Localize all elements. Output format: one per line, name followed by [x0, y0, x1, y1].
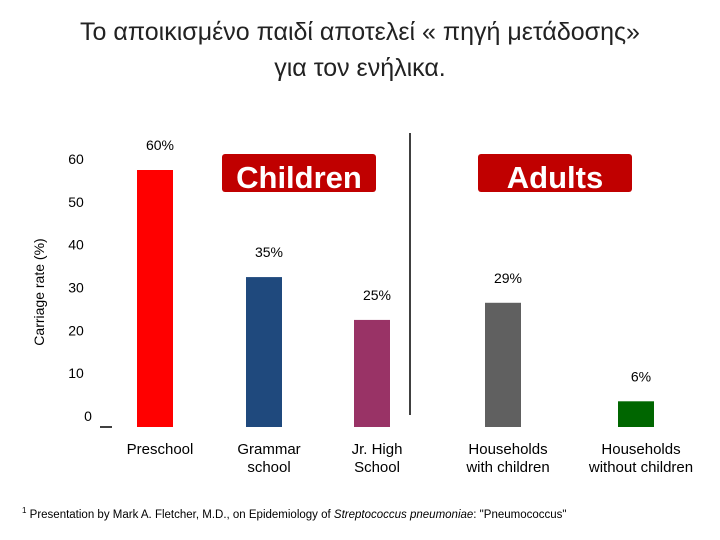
- adults-banner-background: [478, 154, 632, 192]
- y-tick-label: 50: [68, 194, 84, 210]
- data-label: 6%: [631, 368, 651, 384]
- bar: [137, 170, 173, 427]
- title-line-1: Το αποικισμένο παιδί αποτελεί « πηγή μετ…: [80, 18, 640, 46]
- data-label: 25%: [363, 287, 391, 303]
- children-banner-label: Children: [236, 160, 362, 195]
- bar: [618, 401, 654, 427]
- x-tick-label: with children: [465, 459, 549, 476]
- y-axis-ticks: 0 10 20 30 40 50 60: [68, 151, 92, 424]
- x-tick-label: School: [354, 459, 400, 476]
- y-tick-label: 60: [68, 151, 84, 167]
- children-banner: Children: [222, 154, 376, 195]
- bar: [354, 319, 390, 427]
- data-label: 29%: [494, 270, 522, 286]
- data-label: 60%: [146, 137, 174, 153]
- adults-banner: Adults: [478, 154, 632, 195]
- title-line-2: για τον ενήλικα.: [274, 54, 446, 82]
- x-tick-label: Grammar: [237, 441, 300, 458]
- bar: [246, 277, 282, 427]
- data-labels: 60% 35% 25% 29% 6%: [146, 137, 651, 384]
- footnote-prefix: Presentation by Mark A. Fletcher, M.D., …: [29, 508, 334, 521]
- children-banner-background: [222, 154, 376, 192]
- x-tick-label: Jr. High: [352, 441, 403, 458]
- data-label: 35%: [255, 244, 283, 260]
- footnote: 1 Presentation by Mark A. Fletcher, M.D.…: [22, 506, 566, 521]
- y-tick-label: 10: [68, 365, 84, 381]
- bar: [485, 302, 521, 427]
- y-tick-label: 40: [68, 237, 84, 253]
- footnote-italic: Streptococcus pneumoniae: [333, 508, 474, 521]
- page-title: Το αποικισμένο παιδί αποτελεί « πηγή μετ…: [0, 14, 720, 86]
- x-tick-label: without children: [588, 459, 693, 476]
- footnote-marker: 1: [22, 506, 27, 515]
- footnote-suffix: : "Pneumococcus": [473, 508, 567, 521]
- y-tick-label: 20: [68, 322, 84, 338]
- x-tick-label: school: [247, 459, 290, 476]
- x-tick-label: Households: [468, 441, 547, 458]
- x-tick-label: Preschool: [127, 441, 194, 458]
- bars: [137, 170, 654, 427]
- y-tick-label: 30: [68, 280, 84, 296]
- y-tick-label: 0: [84, 408, 92, 424]
- adults-banner-label: Adults: [507, 160, 603, 195]
- x-tick-label: Households: [601, 441, 680, 458]
